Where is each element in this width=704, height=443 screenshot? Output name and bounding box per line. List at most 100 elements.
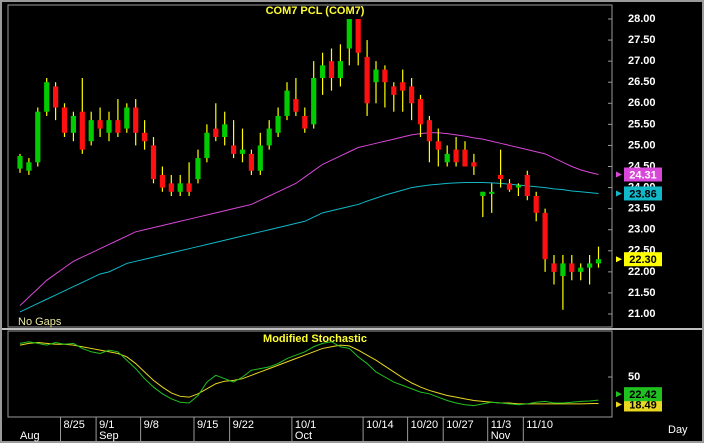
- candle-body: [471, 162, 477, 167]
- candle-body: [186, 183, 192, 192]
- y-tick-label: 26.00: [628, 97, 656, 109]
- candle-body: [88, 120, 94, 142]
- value-label: 18.49: [629, 399, 657, 411]
- x-tick-label: 9/8: [144, 419, 159, 431]
- y-tick-label: 28.00: [628, 13, 656, 25]
- panel-title: Modified Stochastic: [263, 333, 367, 345]
- candle-body: [560, 263, 566, 277]
- candle-body: [320, 65, 326, 78]
- candle-body: [364, 56, 370, 104]
- y-tick-label: 25.00: [628, 139, 656, 151]
- x-tick-label: 11/10: [526, 419, 553, 431]
- x-tick-label: 8/25: [64, 419, 85, 431]
- candle-body: [453, 149, 459, 163]
- x-tick-label: 10/27: [446, 419, 474, 431]
- x-axis-label: Day: [668, 424, 688, 436]
- value-arrow: [616, 391, 622, 398]
- candle-body: [328, 61, 335, 78]
- chart-title: COM7 PCL (COM7): [266, 5, 365, 17]
- candle-body: [462, 149, 468, 167]
- value-box: [624, 186, 662, 201]
- candle-body: [480, 191, 486, 196]
- value-label: 22.30: [629, 254, 657, 266]
- x-tick-label: 9/15: [197, 419, 218, 431]
- candle-body: [61, 107, 68, 133]
- candle-body: [35, 111, 41, 163]
- candle-body: [106, 120, 112, 133]
- month-label: Oct: [295, 430, 312, 442]
- x-tick-label: 10/14: [366, 419, 394, 431]
- candle-body: [337, 61, 343, 78]
- value-arrow: [616, 401, 622, 408]
- candle-body: [79, 111, 85, 150]
- candle-body: [524, 174, 530, 196]
- candle-body: [168, 183, 174, 192]
- candle-body: [551, 263, 557, 272]
- candle-body: [177, 183, 183, 192]
- candle-body: [533, 196, 539, 213]
- y-tick-label: 21.50: [628, 287, 656, 299]
- candle-body: [266, 128, 272, 146]
- y-tick-label: 23.00: [628, 224, 656, 236]
- x-tick-label: 11/3: [491, 419, 512, 431]
- value-arrow: [616, 256, 622, 263]
- candle-body: [346, 19, 352, 49]
- candle-body: [248, 153, 254, 171]
- y-tick-label: 50: [628, 371, 640, 383]
- candle-body: [569, 263, 575, 272]
- candle-body: [257, 145, 263, 171]
- value-label: 22.42: [629, 389, 657, 401]
- candle-body: [498, 174, 504, 180]
- candle-body: [97, 120, 103, 129]
- month-label: Nov: [491, 430, 511, 442]
- x-tick-label: 9/22: [233, 419, 254, 431]
- candle-body: [159, 174, 165, 188]
- y-tick-label: 21.00: [628, 308, 656, 320]
- candle-body: [133, 107, 139, 133]
- candle-body: [391, 86, 397, 95]
- y-tick-label: 22.50: [628, 245, 656, 257]
- candle-body: [578, 267, 584, 272]
- candle-body: [115, 120, 121, 133]
- y-tick-label: 23.50: [628, 203, 656, 215]
- candle-body: [70, 115, 76, 133]
- candle-body: [426, 120, 432, 142]
- y-tick-label: 27.50: [628, 34, 656, 46]
- candle-body: [489, 191, 495, 194]
- moving-average-line: [19, 182, 599, 313]
- candle-body: [311, 78, 317, 125]
- y-tick-label: 26.50: [628, 76, 656, 88]
- x-tick-label: 9/1: [99, 419, 114, 431]
- y-tick-label: 22.00: [628, 266, 656, 278]
- candle-body: [44, 82, 50, 112]
- candle-body: [275, 115, 281, 133]
- x-tick-label: 10/20: [411, 419, 439, 431]
- candle-body: [239, 149, 246, 154]
- candle-body: [444, 153, 450, 163]
- candle-body: [542, 212, 548, 260]
- month-label: Sep: [99, 430, 119, 442]
- month-label: Aug: [20, 430, 40, 442]
- candle-body: [515, 185, 521, 188]
- candle-body: [382, 69, 388, 83]
- candle-body: [506, 183, 513, 190]
- candle-body: [417, 99, 424, 125]
- value-box: [624, 387, 662, 402]
- candle-body: [222, 124, 228, 137]
- value-arrow: [616, 171, 622, 178]
- candle-body: [195, 158, 201, 180]
- candle-body: [400, 82, 406, 91]
- candle-body: [26, 162, 32, 171]
- candle-body: [213, 128, 219, 137]
- candle-body: [355, 19, 361, 53]
- candle-body: [435, 141, 441, 150]
- candle-body: [142, 132, 148, 142]
- candle-body: [124, 107, 130, 129]
- y-tick-label: 27.00: [628, 55, 656, 67]
- candle-body: [587, 263, 593, 268]
- candle-body: [409, 86, 415, 104]
- candle-body: [373, 69, 379, 83]
